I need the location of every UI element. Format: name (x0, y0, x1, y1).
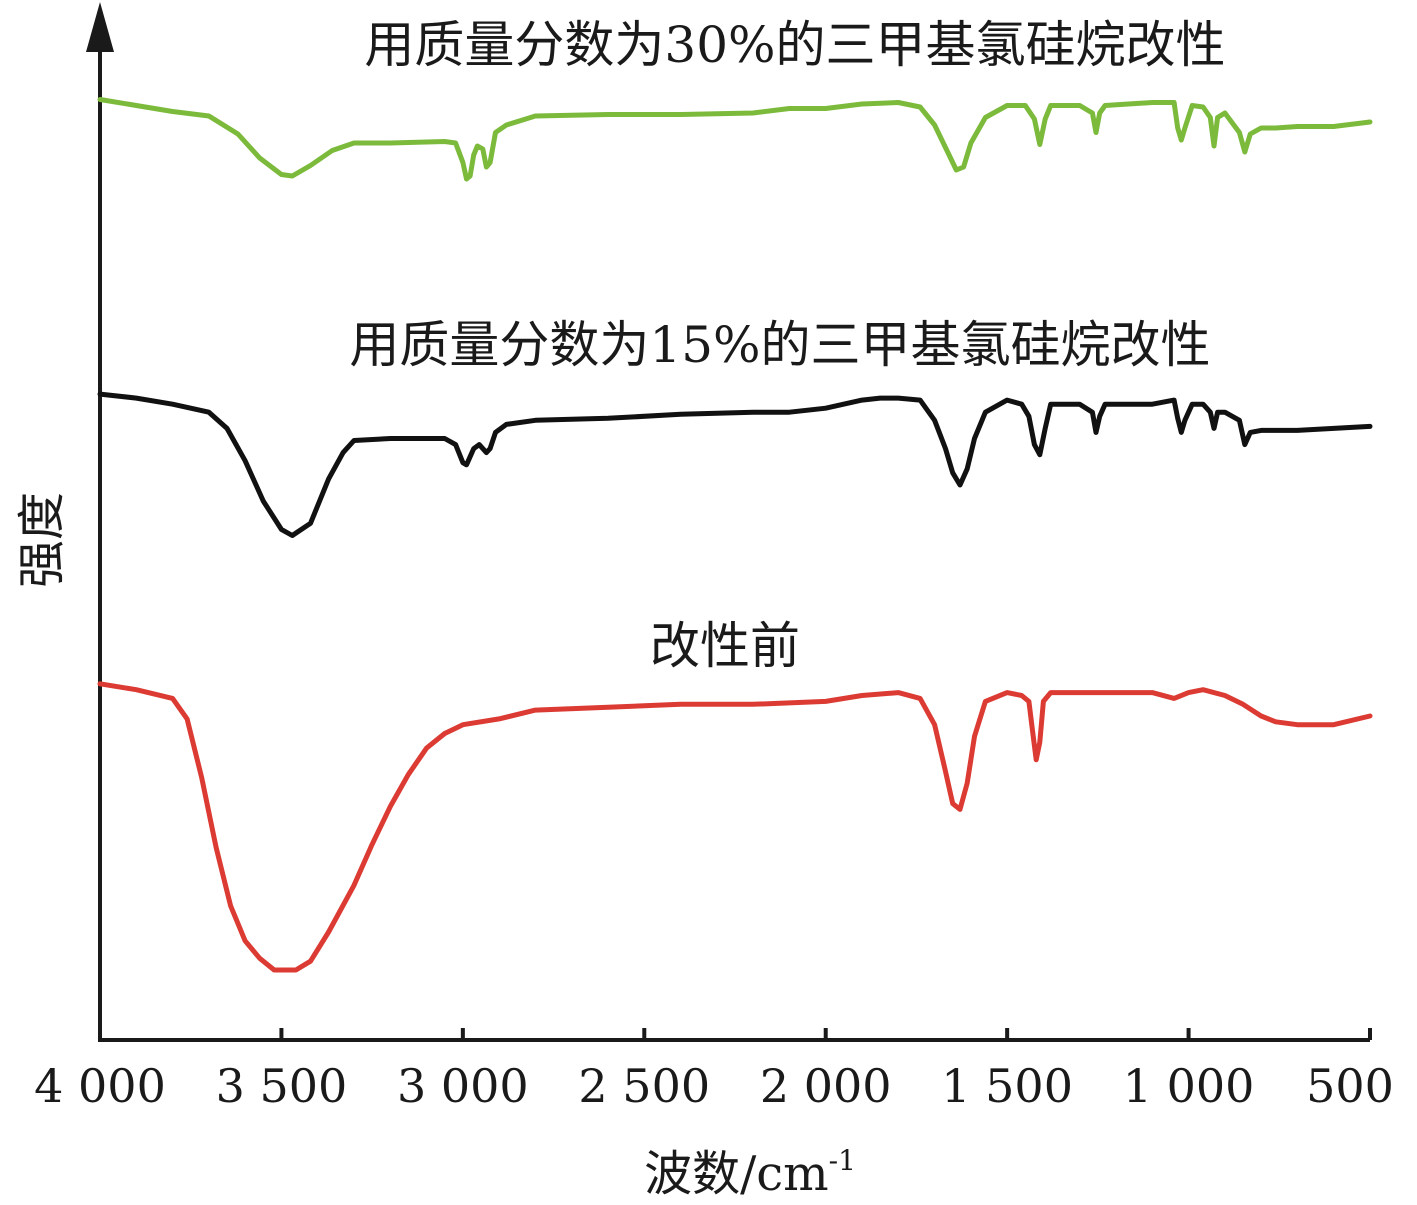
y-axis-title: 强度 (14, 492, 70, 588)
series-line-15pct (97, 391, 1373, 538)
x-tick-label-3000: 3 000 (397, 1059, 529, 1113)
x-tick-labels: 4 000 3 500 3 000 2 500 2 000 1 500 1 000 500 (34, 1059, 1394, 1113)
x-tick-label-1000: 1 000 (1123, 1059, 1255, 1113)
x-ticks (98, 1028, 1372, 1040)
axes: 4 000 3 500 3 000 2 500 2 000 1 500 1 000 500 (34, 2, 1394, 1113)
x-tick-label-2500: 2 500 (578, 1059, 710, 1113)
x-tick-label-2000: 2 000 (760, 1059, 892, 1113)
series-line-unmodified (97, 681, 1373, 973)
series-label-30pct: 用质量分数为30%的三甲基氯硅烷改性 (364, 16, 1225, 74)
x-tick-label-3500: 3 500 (216, 1059, 348, 1113)
x-axis-title-text: 波数/cm (644, 1146, 829, 1202)
x-tick-label-1500: 1 500 (941, 1059, 1073, 1113)
series-label-unmodified: 改性前 (650, 617, 800, 675)
series-line-30pct (97, 97, 1373, 182)
series-label-15pct: 用质量分数为15%的三甲基氯硅烷改性 (349, 316, 1210, 374)
x-axis-title: 波数/cm-1 (644, 1144, 856, 1202)
y-axis-arrow-icon (86, 2, 114, 52)
series-lines (97, 97, 1373, 973)
x-tick-label-500: 500 (1306, 1059, 1394, 1113)
x-tick-label-4000: 4 000 (34, 1059, 166, 1113)
x-axis-title-superscript: -1 (829, 1144, 856, 1177)
